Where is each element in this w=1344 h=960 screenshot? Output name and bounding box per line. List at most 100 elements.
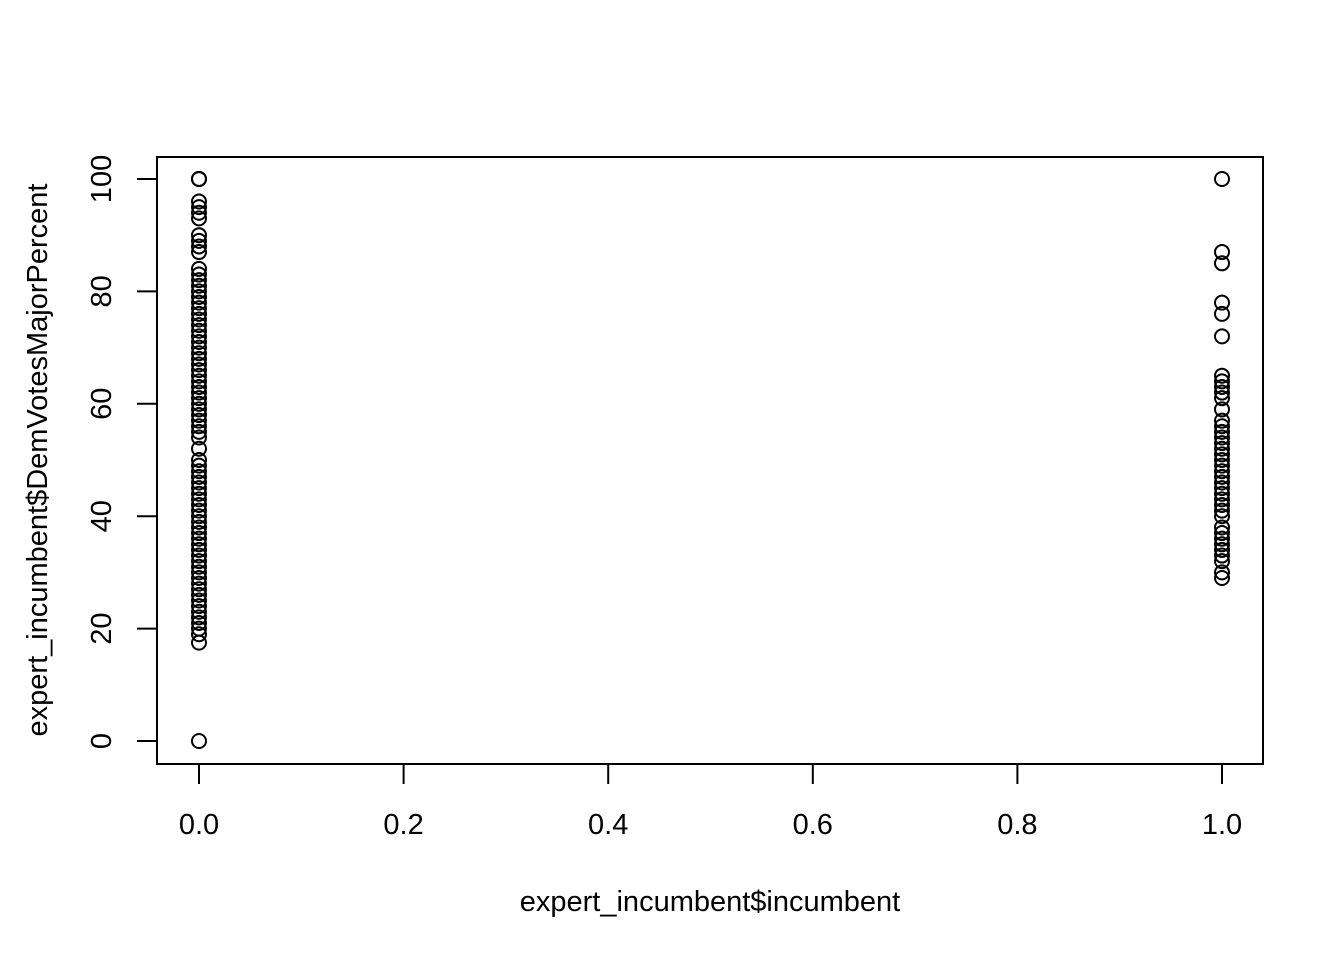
data-point [191,401,207,418]
data-point [191,171,207,187]
data-point [1214,570,1230,587]
data-point [191,395,207,412]
data-point [191,609,207,626]
data-point [191,311,207,328]
data-point [191,350,207,367]
y-tick-label: 40 [86,500,118,532]
data-point [1214,502,1230,519]
data-point [191,378,207,395]
data-point [191,508,207,525]
x-axis-label: expert_incumbent$incumbent [520,886,900,918]
data-point [191,277,207,294]
data-point [1214,508,1230,525]
data-point [191,204,207,221]
y-tick-label: 80 [86,275,118,307]
data-point [1214,468,1230,485]
data-point [191,733,207,749]
x-axis: 0.0 0.2 0.4 0.6 0.8 1.0 [179,763,1242,841]
data-point [191,429,207,446]
data-point [191,345,207,362]
x-tick-label: 1.0 [1202,809,1242,841]
y-tick-label: 0 [86,733,118,749]
data-point [191,570,207,587]
data-point [191,193,207,210]
data-point [1214,390,1230,407]
data-point [191,440,207,457]
data-point [191,564,207,581]
data-point [1214,401,1230,418]
data-point [1214,564,1230,581]
data-point [191,322,207,339]
data-point [191,356,207,373]
data-point [191,496,207,513]
data-point [191,558,207,575]
data-point [1214,525,1230,542]
data-point [1214,519,1230,536]
data-point [1214,305,1230,322]
data-point [1214,367,1230,384]
data-point [191,598,207,615]
data-point [191,272,207,289]
data-point [191,452,207,468]
data-point [191,502,207,519]
data-point [191,592,207,609]
data-point [1214,423,1230,440]
data-point [1214,474,1230,491]
data-point [1214,418,1230,435]
data-point [191,626,207,643]
data-point [191,210,207,227]
data-point [1214,553,1230,570]
data-point [191,294,207,311]
data-point [191,491,207,508]
data-point [191,367,207,384]
data-point [191,384,207,401]
data-point [191,634,207,651]
data-point [191,474,207,491]
data-point [1214,171,1230,187]
data-point [1214,429,1230,446]
x-tick-label: 0.0 [179,809,219,841]
data-point [1214,373,1230,390]
data-point [1214,384,1230,401]
data-point [191,480,207,497]
data-point [1214,446,1230,463]
data-point [1214,328,1230,345]
data-point [191,519,207,536]
data-point [191,553,207,570]
x-tick-label: 0.8 [997,809,1037,841]
data-point [1214,485,1230,502]
data-point [191,227,207,244]
data-point [191,362,207,379]
data-point [191,581,207,598]
data-point [191,238,207,255]
data-point [191,530,207,547]
data-point [1214,457,1230,474]
data-point [191,603,207,620]
data-point [191,333,207,350]
data-point [1214,452,1230,468]
y-axis: 0 20 40 60 80 100 [86,155,158,749]
data-point [1214,536,1230,553]
data-points [191,171,1230,749]
data-point [191,412,207,429]
y-tick-label: 20 [86,612,118,644]
data-point [191,289,207,306]
data-point [1214,480,1230,497]
data-point [191,328,207,345]
data-point [191,547,207,564]
data-point [1214,255,1230,272]
x-tick-label: 0.6 [793,809,833,841]
data-point [1214,547,1230,564]
x-tick-label: 0.4 [588,809,628,841]
data-point [191,536,207,553]
data-point [191,468,207,485]
data-point [191,260,207,277]
data-point [191,266,207,283]
data-point [1214,491,1230,508]
data-point [1214,435,1230,452]
data-point [191,423,207,440]
data-point [191,463,207,480]
data-point [191,339,207,356]
data-point [191,614,207,631]
